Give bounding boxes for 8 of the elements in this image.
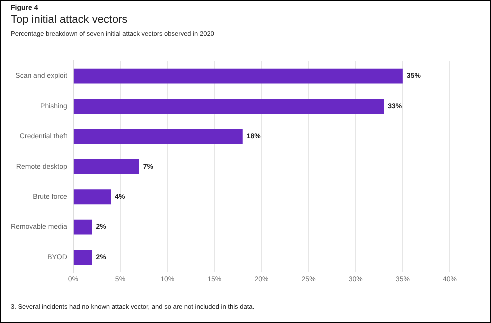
bar	[74, 190, 112, 205]
bar	[74, 68, 403, 84]
bar	[74, 99, 384, 114]
bar	[74, 159, 140, 174]
bar	[74, 250, 92, 265]
chart-title: Top initial attack vectors	[11, 14, 128, 26]
bar	[74, 129, 243, 144]
bar	[74, 220, 92, 235]
